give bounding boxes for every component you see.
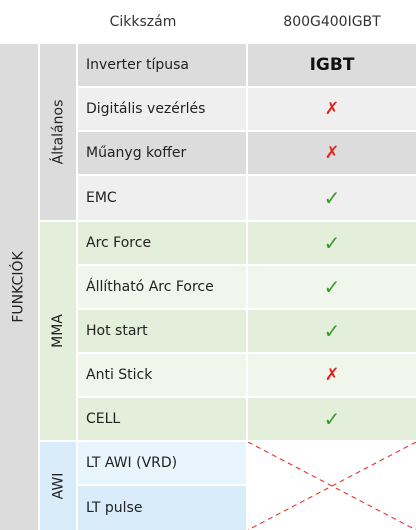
row-digital-value: ✗ [248, 88, 416, 130]
row-hotstart-label: Hot start [78, 310, 246, 352]
row-emc-label: EMC [78, 176, 246, 220]
row-label: LT AWI (VRD) [86, 455, 178, 471]
group-funkciok: FUNKCIÓK [0, 44, 38, 530]
row-cell-value: ✓ [248, 398, 416, 440]
row-label: Arc Force [86, 235, 152, 251]
check-icon: ✓ [323, 319, 341, 343]
section-mma: MMA [40, 222, 76, 440]
cross-icon: ✗ [324, 143, 340, 163]
row-label: EMC [86, 190, 117, 206]
row-inverter-value: IGBT [248, 44, 416, 86]
header-col-label: Cikkszám [109, 14, 177, 30]
group-funkciok-label: FUNKCIÓK [11, 251, 28, 323]
section-altalanos: Általános [40, 44, 76, 220]
section-awi: AWI [40, 442, 76, 530]
not-applicable-cross-icon [248, 442, 416, 530]
cross-icon: ✗ [324, 365, 340, 385]
row-antistick-label: Anti Stick [78, 354, 246, 396]
row-ltpulse-label: LT pulse [78, 486, 246, 530]
row-label: CELL [86, 411, 121, 427]
row-koffer-value: ✗ [248, 132, 416, 174]
row-adj-arcforce-value: ✓ [248, 266, 416, 308]
row-arcforce-label: Arc Force [78, 222, 246, 264]
row-inverter-label: Inverter típusa [78, 44, 246, 86]
header-model: 800G400IGBT [283, 14, 381, 30]
row-digital-label: Digitális vezérlés [78, 88, 246, 130]
row-hotstart-value: ✓ [248, 310, 416, 352]
check-icon: ✓ [323, 275, 341, 299]
row-label: LT pulse [86, 500, 143, 516]
inverter-type-value: IGBT [309, 55, 355, 75]
row-antistick-value: ✗ [248, 354, 416, 396]
row-label: Műanyg koffer [86, 145, 187, 161]
row-ltawi-label: LT AWI (VRD) [78, 442, 246, 484]
row-cell-label: CELL [78, 398, 246, 440]
section-mma-label: MMA [50, 314, 66, 348]
check-icon: ✓ [323, 407, 341, 431]
row-label: Inverter típusa [86, 57, 189, 73]
awi-not-applicable-cell [248, 442, 416, 530]
check-icon: ✓ [323, 231, 341, 255]
row-koffer-label: Műanyg koffer [78, 132, 246, 174]
cross-icon: ✗ [324, 99, 340, 119]
section-awi-label: AWI [49, 472, 66, 500]
row-label: Digitális vezérlés [86, 101, 206, 117]
row-label: Hot start [86, 323, 148, 339]
row-label: Anti Stick [86, 367, 153, 383]
check-icon: ✓ [323, 186, 341, 210]
row-arcforce-value: ✓ [248, 222, 416, 264]
row-emc-value: ✓ [248, 176, 416, 220]
row-adj-arcforce-label: Állítható Arc Force [78, 266, 246, 308]
section-altalanos-label: Általános [50, 99, 66, 165]
row-label: Állítható Arc Force [86, 279, 214, 295]
